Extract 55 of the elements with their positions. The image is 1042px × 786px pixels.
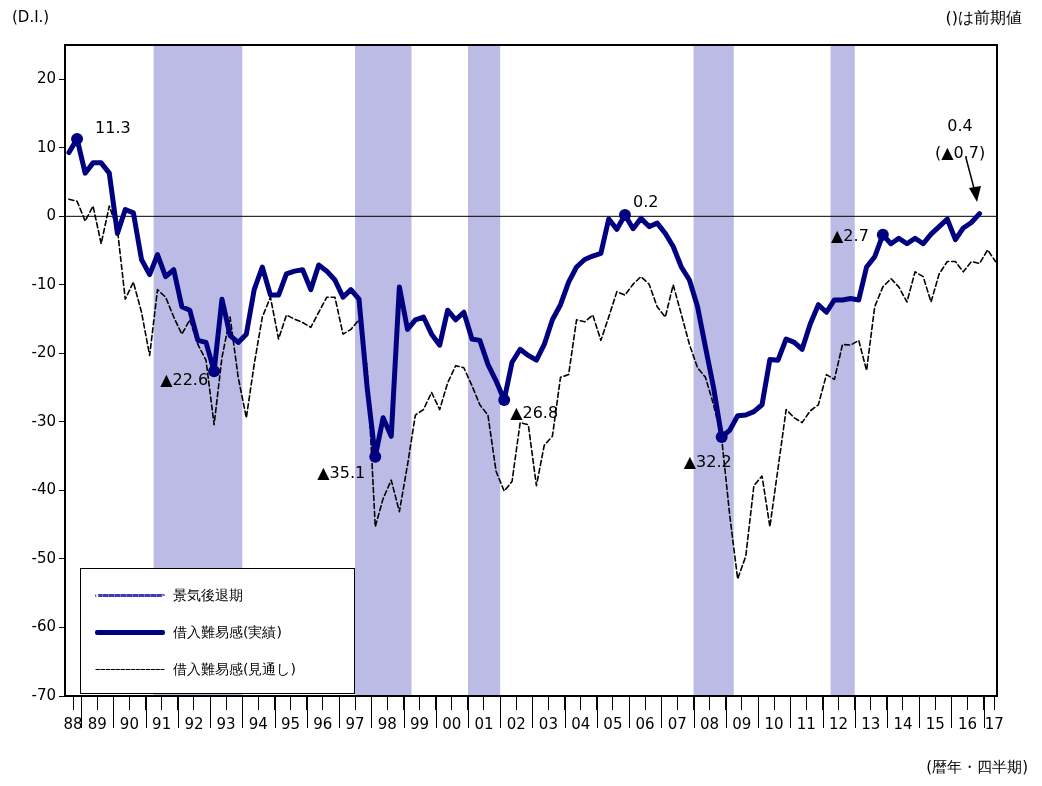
x-tick-label: 03 [538, 714, 558, 733]
y-tick-label: -50 [31, 548, 56, 567]
y-tick-label: 20 [36, 69, 56, 88]
x-tick-label: 92 [184, 714, 204, 733]
annotation: 0.4 [947, 115, 973, 135]
x-tick-label: 10 [764, 714, 784, 733]
annotation: ▲22.6 [160, 369, 209, 389]
x-tick-label: 16 [957, 714, 978, 733]
legend-label: 借入難易感(実績) [173, 623, 282, 642]
y-tick-label: -20 [31, 343, 56, 362]
x-tick-label: 08 [700, 714, 720, 733]
x-tick-label: 13 [861, 714, 881, 733]
x-tick-label: 89 [87, 714, 107, 733]
annotation: 11.3 [95, 117, 131, 137]
x-tick-label: 14 [893, 714, 913, 733]
x-tick-label: 95 [281, 714, 301, 733]
x-tick-label: 12 [828, 714, 849, 733]
x-tick-label: 01 [474, 714, 494, 733]
y-tick-label: 10 [36, 137, 56, 156]
legend-label: 借入難易感(見通し) [173, 660, 296, 679]
annotation: ▲2.7 [831, 225, 869, 245]
x-tick-label: 91 [152, 714, 172, 733]
annotation: ▲26.8 [510, 402, 559, 422]
x-tick-label: 04 [571, 714, 591, 733]
y-tick-label: -70 [31, 685, 56, 704]
annotation: (▲0.7) [934, 142, 986, 162]
y-tick-label: 0 [46, 206, 56, 225]
y-tick-label: -30 [31, 411, 56, 430]
annotation: ▲35.1 [317, 462, 366, 482]
annotation: 0.2 [632, 191, 659, 211]
x-tick-label: 17 [984, 714, 1004, 733]
y-tick-label: -10 [31, 274, 56, 293]
band-label: 景気後退期 [173, 586, 243, 605]
x-tick-label: 02 [506, 714, 526, 733]
y-tick-label: -60 [31, 617, 56, 636]
text: ()は前期値 [945, 7, 1022, 29]
x-tick-label: 11 [796, 714, 816, 733]
x-axis-title: (暦年・四半期) [926, 758, 1028, 777]
x-tick-label: 99 [409, 714, 430, 733]
x-tick-label: 90 [119, 714, 139, 733]
x-tick-label: 97 [345, 714, 365, 733]
x-tick-label: 09 [732, 714, 752, 733]
x-tick-label: 07 [667, 714, 687, 733]
x-tick-label: 94 [248, 714, 268, 733]
y-axis-title: (D.I.) [12, 8, 50, 26]
x-tick-label: 93 [216, 714, 236, 733]
y-tick-label: -40 [31, 480, 56, 499]
x-tick-label: 05 [603, 714, 623, 733]
x-tick-label: 98 [377, 714, 397, 733]
x-tick-label: 06 [635, 714, 655, 733]
x-tick-label: 00 [442, 714, 462, 733]
x-tick-label: 15 [925, 714, 945, 733]
annotation: ▲32.2 [683, 451, 732, 471]
x-tick-label: 88 [63, 714, 83, 733]
x-tick-label: 96 [313, 714, 333, 733]
